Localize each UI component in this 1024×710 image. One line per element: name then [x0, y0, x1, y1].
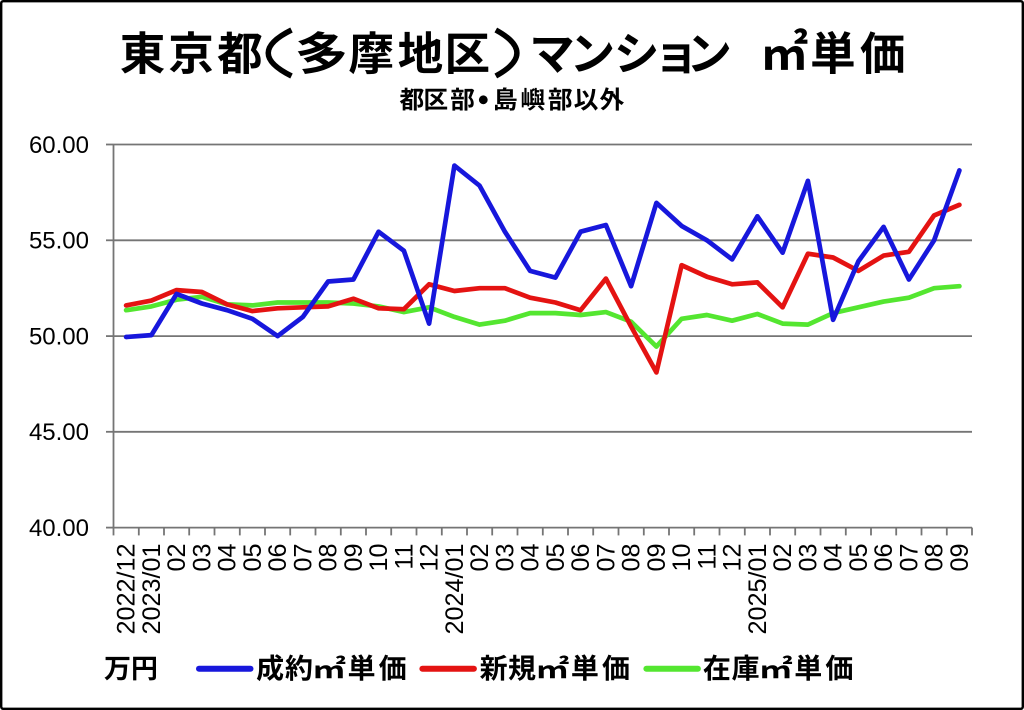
- svg-text:60.00: 60.00: [29, 132, 89, 159]
- svg-text:50.00: 50.00: [29, 323, 89, 350]
- svg-text:2022/12: 2022/12: [113, 544, 141, 635]
- svg-text:05: 05: [239, 544, 267, 572]
- svg-text:06: 06: [567, 544, 595, 572]
- svg-text:09: 09: [643, 544, 671, 572]
- svg-text:06: 06: [264, 544, 292, 572]
- svg-text:03: 03: [794, 544, 822, 572]
- svg-text:03: 03: [491, 544, 519, 572]
- svg-text:02: 02: [466, 544, 494, 572]
- svg-text:06: 06: [870, 544, 898, 572]
- svg-text:05: 05: [845, 544, 873, 572]
- svg-text:04: 04: [820, 544, 848, 572]
- svg-text:2023/01: 2023/01: [138, 544, 166, 635]
- svg-text:07: 07: [592, 544, 620, 572]
- svg-text:04: 04: [214, 544, 242, 572]
- svg-text:55.00: 55.00: [29, 228, 89, 255]
- svg-text:11: 11: [693, 544, 721, 570]
- svg-text:02: 02: [163, 544, 191, 572]
- svg-text:03: 03: [188, 544, 216, 572]
- svg-text:05: 05: [542, 544, 570, 572]
- svg-text:10: 10: [668, 544, 696, 572]
- svg-text:12: 12: [719, 544, 747, 572]
- svg-text:08: 08: [315, 544, 343, 572]
- svg-text:2025/01: 2025/01: [744, 544, 772, 635]
- svg-text:08: 08: [618, 544, 646, 572]
- svg-text:45.00: 45.00: [29, 419, 89, 446]
- svg-text:07: 07: [289, 544, 317, 572]
- svg-text:08: 08: [921, 544, 949, 572]
- svg-text:40.00: 40.00: [29, 515, 89, 542]
- svg-text:12: 12: [416, 544, 444, 572]
- svg-text:10: 10: [365, 544, 393, 572]
- svg-text:09: 09: [946, 544, 974, 572]
- svg-text:04: 04: [517, 544, 545, 572]
- svg-text:07: 07: [895, 544, 923, 572]
- svg-text:09: 09: [340, 544, 368, 572]
- svg-text:11: 11: [390, 544, 418, 570]
- svg-text:02: 02: [769, 544, 797, 572]
- svg-text:2024/01: 2024/01: [441, 544, 469, 635]
